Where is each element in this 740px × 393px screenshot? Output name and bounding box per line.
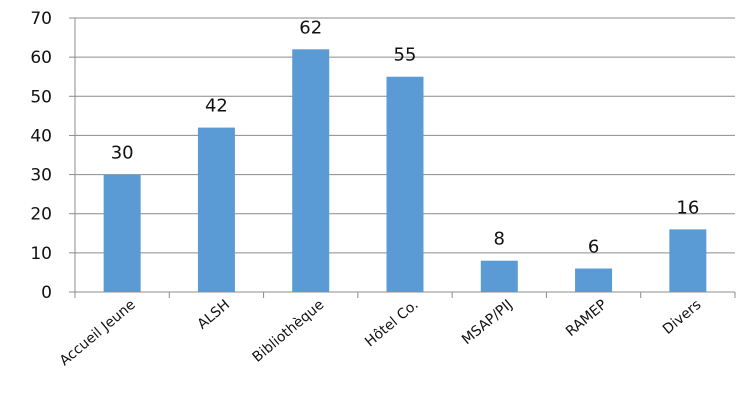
y-tick-label: 40: [30, 126, 52, 146]
bar-1: [197, 127, 235, 292]
bar-3: [386, 76, 424, 292]
bar-5: [575, 268, 613, 292]
data-label: 55: [394, 45, 417, 66]
category-label: Hôtel Co.: [362, 297, 421, 350]
category-label: Bibliothèque: [250, 297, 328, 366]
y-tick-label: 50: [30, 87, 52, 107]
y-tick-label: 0: [41, 283, 52, 303]
category-label: Accueil Jeune: [57, 297, 139, 369]
y-tick-label: 30: [30, 166, 52, 186]
bar-0: [103, 174, 141, 292]
y-tick-label: 60: [30, 48, 52, 68]
y-tick-label: 70: [30, 9, 52, 29]
data-label: 30: [111, 143, 134, 164]
bar-2: [292, 49, 330, 292]
category-label: ALSH: [195, 297, 233, 333]
data-label: 42: [205, 96, 228, 117]
bar-4: [480, 260, 518, 292]
data-label: 6: [588, 237, 599, 258]
data-label: 62: [299, 17, 322, 38]
category-label: RAMEP: [563, 297, 610, 340]
bar-6: [669, 229, 707, 292]
data-label: 16: [676, 197, 699, 218]
category-label: MSAP/PIJ: [459, 297, 516, 348]
data-label: 8: [494, 229, 505, 250]
y-tick-label: 10: [30, 244, 52, 264]
y-tick-label: 20: [30, 205, 52, 225]
category-label: Divers: [660, 297, 704, 338]
